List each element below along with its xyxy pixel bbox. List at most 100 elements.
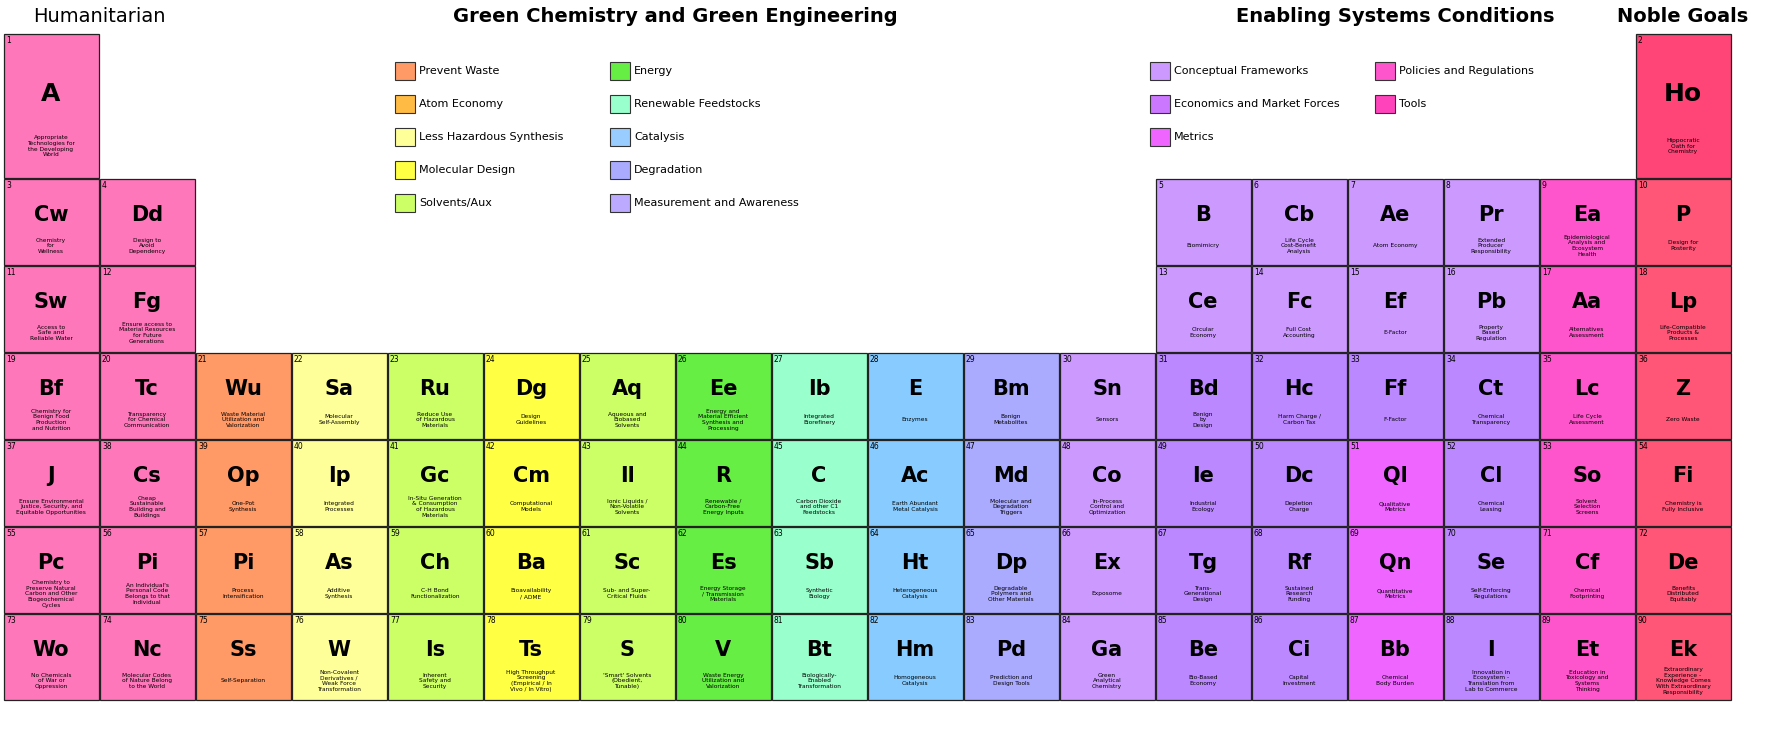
Text: Process
Intensification: Process Intensification bbox=[223, 588, 264, 599]
Text: Cm: Cm bbox=[513, 466, 550, 486]
Text: No Chemicals
of War or
Oppression: No Chemicals of War or Oppression bbox=[30, 672, 71, 689]
Text: Access to
Safe and
Reliable Water: Access to Safe and Reliable Water bbox=[30, 325, 73, 341]
Text: Ea: Ea bbox=[1573, 204, 1601, 224]
Text: Property
Based
Regulation: Property Based Regulation bbox=[1475, 325, 1507, 341]
Text: Tools: Tools bbox=[1399, 99, 1426, 109]
Text: Pb: Pb bbox=[1475, 292, 1505, 311]
Bar bbox=[292, 526, 386, 613]
Text: Self-Separation: Self-Separation bbox=[221, 678, 265, 683]
Text: Ru: Ru bbox=[419, 379, 451, 399]
Bar bbox=[1539, 179, 1635, 264]
Bar bbox=[1251, 526, 1346, 613]
Bar bbox=[99, 613, 195, 700]
Bar bbox=[99, 179, 195, 264]
Text: Carbon Dioxide
and other C1
Feedstocks: Carbon Dioxide and other C1 Feedstocks bbox=[796, 499, 842, 515]
Text: Extended
Producer
Responsibility: Extended Producer Responsibility bbox=[1470, 238, 1511, 254]
Text: 68: 68 bbox=[1254, 529, 1263, 538]
Text: Ie: Ie bbox=[1192, 466, 1214, 486]
Text: Ho: Ho bbox=[1665, 82, 1702, 106]
Text: Sa: Sa bbox=[324, 379, 354, 399]
Text: 84: 84 bbox=[1061, 616, 1072, 625]
Text: 'Smart' Solvents
(Obedient,
Tunable): 'Smart' Solvents (Obedient, Tunable) bbox=[603, 672, 651, 689]
Bar bbox=[1251, 353, 1346, 438]
Text: 23: 23 bbox=[389, 355, 400, 364]
Text: Enzymes: Enzymes bbox=[902, 418, 929, 422]
Text: 75: 75 bbox=[198, 616, 207, 625]
Text: Pd: Pd bbox=[996, 640, 1026, 660]
Text: 46: 46 bbox=[870, 442, 879, 451]
Text: 90: 90 bbox=[1638, 616, 1647, 625]
Text: Dd: Dd bbox=[131, 204, 163, 224]
Text: Less Hazardous Synthesis: Less Hazardous Synthesis bbox=[419, 132, 563, 142]
Bar bbox=[771, 526, 867, 613]
Text: Ip: Ip bbox=[327, 466, 350, 486]
Bar bbox=[1150, 62, 1169, 80]
Text: 32: 32 bbox=[1254, 355, 1263, 364]
Text: 45: 45 bbox=[775, 442, 784, 451]
Text: Extraordinary
Experience -
Knowledge Comes
With Extraordinary
Responsibility: Extraordinary Experience - Knowledge Com… bbox=[1656, 666, 1711, 695]
Text: Chemical
Body Burden: Chemical Body Burden bbox=[1376, 675, 1413, 686]
Text: Pr: Pr bbox=[1479, 204, 1504, 224]
Text: Integrated
Biorefinery: Integrated Biorefinery bbox=[803, 415, 835, 425]
Text: 67: 67 bbox=[1159, 529, 1168, 538]
Text: Ef: Ef bbox=[1383, 292, 1406, 311]
Bar bbox=[1251, 440, 1346, 525]
Bar bbox=[394, 95, 416, 113]
Bar bbox=[292, 440, 386, 525]
Bar bbox=[1155, 179, 1251, 264]
Text: Design
Guidelines: Design Guidelines bbox=[515, 415, 547, 425]
Text: Be: Be bbox=[1189, 640, 1219, 660]
Text: 66: 66 bbox=[1061, 529, 1072, 538]
Text: Sb: Sb bbox=[803, 553, 833, 573]
Text: B: B bbox=[1196, 204, 1212, 224]
Text: Hm: Hm bbox=[895, 640, 934, 660]
Bar bbox=[1348, 353, 1442, 438]
Text: Design to
Avoid
Dependency: Design to Avoid Dependency bbox=[129, 238, 166, 254]
Text: Education in
Toxicology and
Systems
Thinking: Education in Toxicology and Systems Thin… bbox=[1566, 669, 1608, 692]
Text: 64: 64 bbox=[870, 529, 879, 538]
Text: Energy Storage
/ Transmission
Materials: Energy Storage / Transmission Materials bbox=[701, 585, 747, 602]
Text: 36: 36 bbox=[1638, 355, 1647, 364]
Text: High Throughput
Screening
(Empirical / In
Vivo / In Vitro): High Throughput Screening (Empirical / I… bbox=[506, 669, 555, 692]
Bar bbox=[1150, 128, 1169, 146]
Bar bbox=[483, 353, 578, 438]
Text: 6: 6 bbox=[1254, 181, 1260, 190]
Text: Green Chemistry and Green Engineering: Green Chemistry and Green Engineering bbox=[453, 7, 897, 26]
Text: 61: 61 bbox=[582, 529, 591, 538]
Text: 22: 22 bbox=[294, 355, 304, 364]
Text: 27: 27 bbox=[775, 355, 784, 364]
Bar bbox=[387, 526, 483, 613]
Text: 76: 76 bbox=[294, 616, 304, 625]
Bar bbox=[676, 440, 771, 525]
Bar bbox=[4, 33, 99, 178]
Text: 30: 30 bbox=[1061, 355, 1072, 364]
Text: Non-Covalent
Derivatives /
Weak Force
Transformation: Non-Covalent Derivatives / Weak Force Tr… bbox=[317, 669, 361, 692]
Text: Benign
Metabolites: Benign Metabolites bbox=[994, 415, 1028, 425]
Text: Prediction and
Design Tools: Prediction and Design Tools bbox=[991, 675, 1031, 686]
Text: Molecular and
Degradation
Triggers: Molecular and Degradation Triggers bbox=[991, 499, 1031, 515]
Bar bbox=[580, 440, 674, 525]
Text: Bf: Bf bbox=[39, 379, 64, 399]
Text: Industrial
Ecology: Industrial Ecology bbox=[1189, 501, 1217, 512]
Bar bbox=[771, 440, 867, 525]
Text: Economics and Market Forces: Economics and Market Forces bbox=[1175, 99, 1339, 109]
Text: 44: 44 bbox=[678, 442, 688, 451]
Text: Transparency
for Chemical
Communication: Transparency for Chemical Communication bbox=[124, 412, 170, 428]
Bar bbox=[1444, 440, 1539, 525]
Text: 17: 17 bbox=[1543, 268, 1551, 277]
Text: 86: 86 bbox=[1254, 616, 1263, 625]
Bar bbox=[394, 194, 416, 212]
Bar bbox=[196, 353, 290, 438]
Text: Conceptual Frameworks: Conceptual Frameworks bbox=[1175, 66, 1309, 76]
Text: Heterogeneous
Catalysis: Heterogeneous Catalysis bbox=[892, 588, 938, 599]
Text: S: S bbox=[619, 640, 635, 660]
Text: 89: 89 bbox=[1543, 616, 1551, 625]
Bar bbox=[676, 613, 771, 700]
Bar bbox=[483, 526, 578, 613]
Text: 81: 81 bbox=[775, 616, 784, 625]
Text: Ensure access to
Material Resources
for Future
Generations: Ensure access to Material Resources for … bbox=[119, 322, 175, 344]
Bar bbox=[292, 613, 386, 700]
Text: Enabling Systems Conditions: Enabling Systems Conditions bbox=[1237, 7, 1555, 26]
Text: Bioavailability
/ ADME: Bioavailability / ADME bbox=[511, 588, 552, 599]
Text: Aa: Aa bbox=[1573, 292, 1603, 311]
